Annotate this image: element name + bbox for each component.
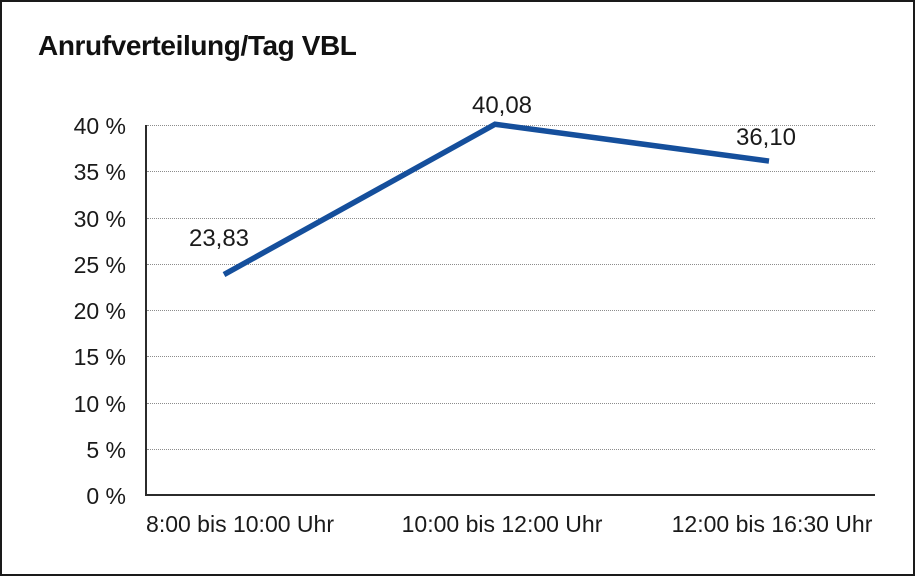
h-gridline [147, 171, 875, 173]
h-gridline [147, 263, 875, 265]
x-axis-category-label: 10:00 bis 12:00 Uhr [401, 511, 603, 537]
h-gridline [147, 448, 875, 450]
y-axis-tick-label: 30 % [73, 205, 126, 232]
data-point-label: 23,83 [188, 224, 250, 252]
h-gridline [147, 310, 875, 311]
y-axis-tick-label: 5 % [86, 436, 126, 463]
data-point-label: 36,10 [735, 124, 797, 152]
h-gridline [147, 217, 875, 219]
series-polyline [222, 121, 770, 277]
data-point-label: 40,08 [471, 92, 533, 120]
y-axis-tick-label: 25 % [73, 251, 126, 278]
y-axis-tick-label: 20 % [73, 298, 126, 324]
y-axis-line [145, 125, 147, 495]
y-axis-tick-label: 10 % [73, 390, 126, 417]
y-axis-tick-label: 35 % [73, 159, 126, 186]
y-axis-tick-label: 0 % [86, 483, 126, 509]
x-axis-category-label: 8:00 bis 10:00 Uhr [146, 511, 334, 537]
y-axis-tick-label: 40 % [73, 113, 126, 139]
x-axis-line [145, 494, 875, 496]
y-axis-tick-label: 15 % [73, 344, 126, 371]
chart-title: Anrufverteilung/Tag VBL [38, 30, 357, 61]
h-gridline [147, 402, 875, 404]
h-gridline [147, 356, 875, 358]
x-axis-category-label: 12:00 bis 16:30 Uhr [671, 511, 873, 537]
